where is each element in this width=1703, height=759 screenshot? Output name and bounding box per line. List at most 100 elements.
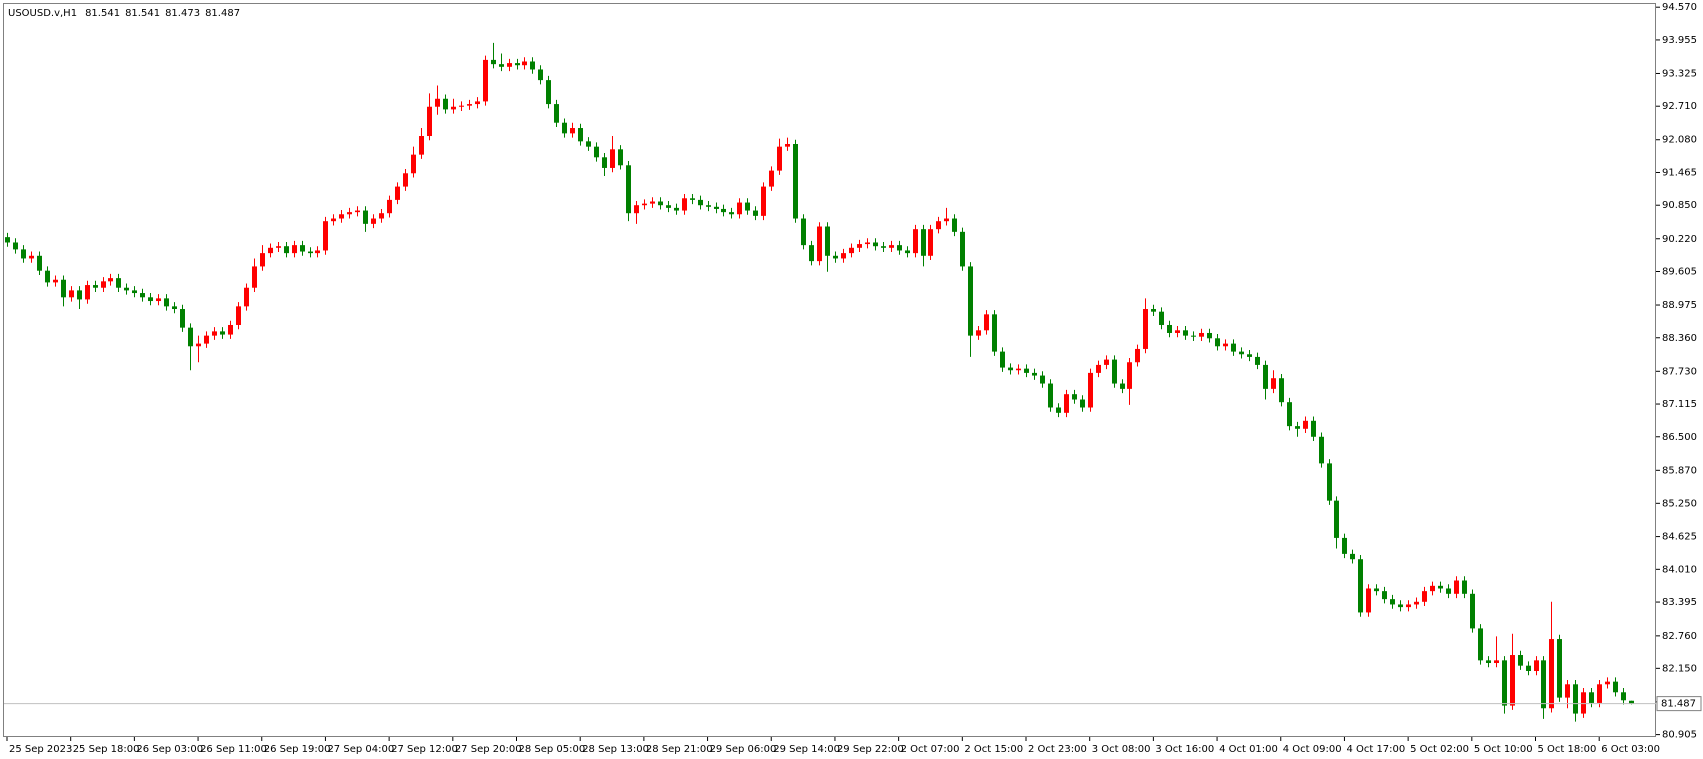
x-tick-label: 28 Sep 21:00	[646, 744, 713, 755]
candle-body	[817, 226, 822, 262]
candle-body	[674, 207, 679, 211]
candle-body	[85, 285, 90, 300]
candle-body	[1541, 660, 1546, 709]
candle-body	[1358, 559, 1363, 613]
candle-body	[1613, 681, 1618, 693]
x-tick-label: 6 Oct 03:00	[1601, 744, 1660, 755]
candle-body	[1279, 378, 1284, 403]
candle-body	[761, 186, 766, 216]
candle-body	[1510, 655, 1515, 706]
candle-body	[228, 324, 233, 335]
candle-body	[737, 202, 742, 215]
candle-body	[578, 128, 583, 142]
candle-body	[53, 279, 58, 283]
candle-body	[1175, 330, 1180, 333]
x-tick-label: 29 Sep 22:00	[837, 744, 904, 755]
header-open: 81.541	[85, 8, 120, 19]
x-tick-label: 4 Oct 17:00	[1346, 744, 1405, 755]
x-tick-label: 2 Oct 07:00	[901, 744, 960, 755]
candle-body	[467, 104, 472, 106]
candle-body	[5, 237, 10, 243]
candle-body	[1629, 700, 1634, 704]
candle-body	[801, 218, 806, 246]
candle-body	[29, 255, 34, 259]
y-tick-label: 82.760	[1662, 631, 1697, 642]
x-tick-label: 27 Sep 20:00	[455, 744, 522, 755]
candle-body	[371, 218, 376, 224]
candle-body	[1295, 426, 1300, 429]
y-tick-label: 93.955	[1662, 35, 1697, 46]
candle-body	[1518, 655, 1523, 666]
y-tick-label: 92.080	[1662, 135, 1697, 146]
candle-body	[475, 101, 480, 105]
candle-body	[331, 218, 336, 222]
candle-body	[769, 170, 774, 187]
candle-body	[1390, 599, 1395, 605]
candle-body	[1072, 394, 1077, 400]
candle-body	[204, 335, 209, 344]
candle-body	[1374, 588, 1379, 592]
candle-body	[1303, 420, 1308, 429]
candle-body	[308, 251, 313, 254]
candle-body	[554, 104, 559, 123]
candle-body	[968, 266, 973, 336]
candle-body	[1088, 372, 1093, 408]
chart-header: USOUSD.v,H1 81.541 81.541 81.473 81.487	[8, 8, 240, 19]
candle-body	[594, 146, 599, 158]
candle-body	[658, 201, 663, 206]
candle-body	[164, 298, 169, 307]
candle-body	[602, 157, 607, 168]
candle-body	[252, 266, 257, 288]
y-tick-label: 91.465	[1662, 167, 1697, 178]
x-tick-label: 5 Oct 10:00	[1474, 744, 1533, 755]
candle-body	[124, 287, 129, 291]
candle-body	[1327, 463, 1332, 501]
candle-body	[339, 214, 344, 219]
y-tick-label: 84.625	[1662, 532, 1697, 543]
candle-body	[355, 210, 360, 213]
candle-body	[1366, 588, 1371, 613]
y-tick-label: 90.220	[1662, 234, 1697, 245]
candle-body	[1414, 601, 1419, 605]
candle-body	[172, 306, 177, 310]
candle-body	[1024, 368, 1029, 373]
x-tick-label: 4 Oct 01:00	[1219, 744, 1278, 755]
candle-body	[284, 246, 289, 254]
candle-body	[1621, 692, 1626, 701]
y-tick-label: 86.500	[1662, 432, 1697, 443]
candle-body	[905, 250, 910, 254]
candle-body	[1526, 665, 1531, 671]
y-tick-label: 82.150	[1662, 663, 1697, 674]
candle-body	[642, 203, 647, 206]
candle-body	[873, 242, 878, 247]
candle-body	[300, 245, 305, 252]
candle-body	[347, 212, 352, 215]
x-tick-label: 27 Sep 12:00	[391, 744, 458, 755]
candle-body	[1334, 500, 1339, 538]
candle-body	[1032, 372, 1037, 376]
x-tick-label: 5 Oct 02:00	[1410, 744, 1469, 755]
candle-body	[1438, 585, 1443, 589]
candle-body	[212, 331, 217, 336]
candle-body	[1398, 604, 1403, 608]
candle-body	[1549, 639, 1554, 709]
candle-body	[1143, 309, 1148, 349]
candle-body	[984, 314, 989, 331]
candle-body	[1255, 356, 1260, 365]
candle-body	[721, 208, 726, 213]
candle-body	[1589, 692, 1594, 703]
candle-body	[1271, 378, 1276, 389]
candle-body	[1430, 585, 1435, 592]
candle-body	[1135, 348, 1140, 363]
candle-body	[1573, 684, 1578, 714]
candle-body	[1263, 364, 1268, 389]
candle-body	[745, 202, 750, 211]
candle-body	[610, 149, 615, 168]
candle-body	[825, 226, 830, 256]
candle-body	[1000, 351, 1005, 368]
y-tick-label: 88.360	[1662, 333, 1697, 344]
candle-body	[714, 206, 719, 209]
candle-body	[1223, 343, 1228, 347]
candle-body	[833, 255, 838, 259]
candle-body	[936, 221, 941, 230]
